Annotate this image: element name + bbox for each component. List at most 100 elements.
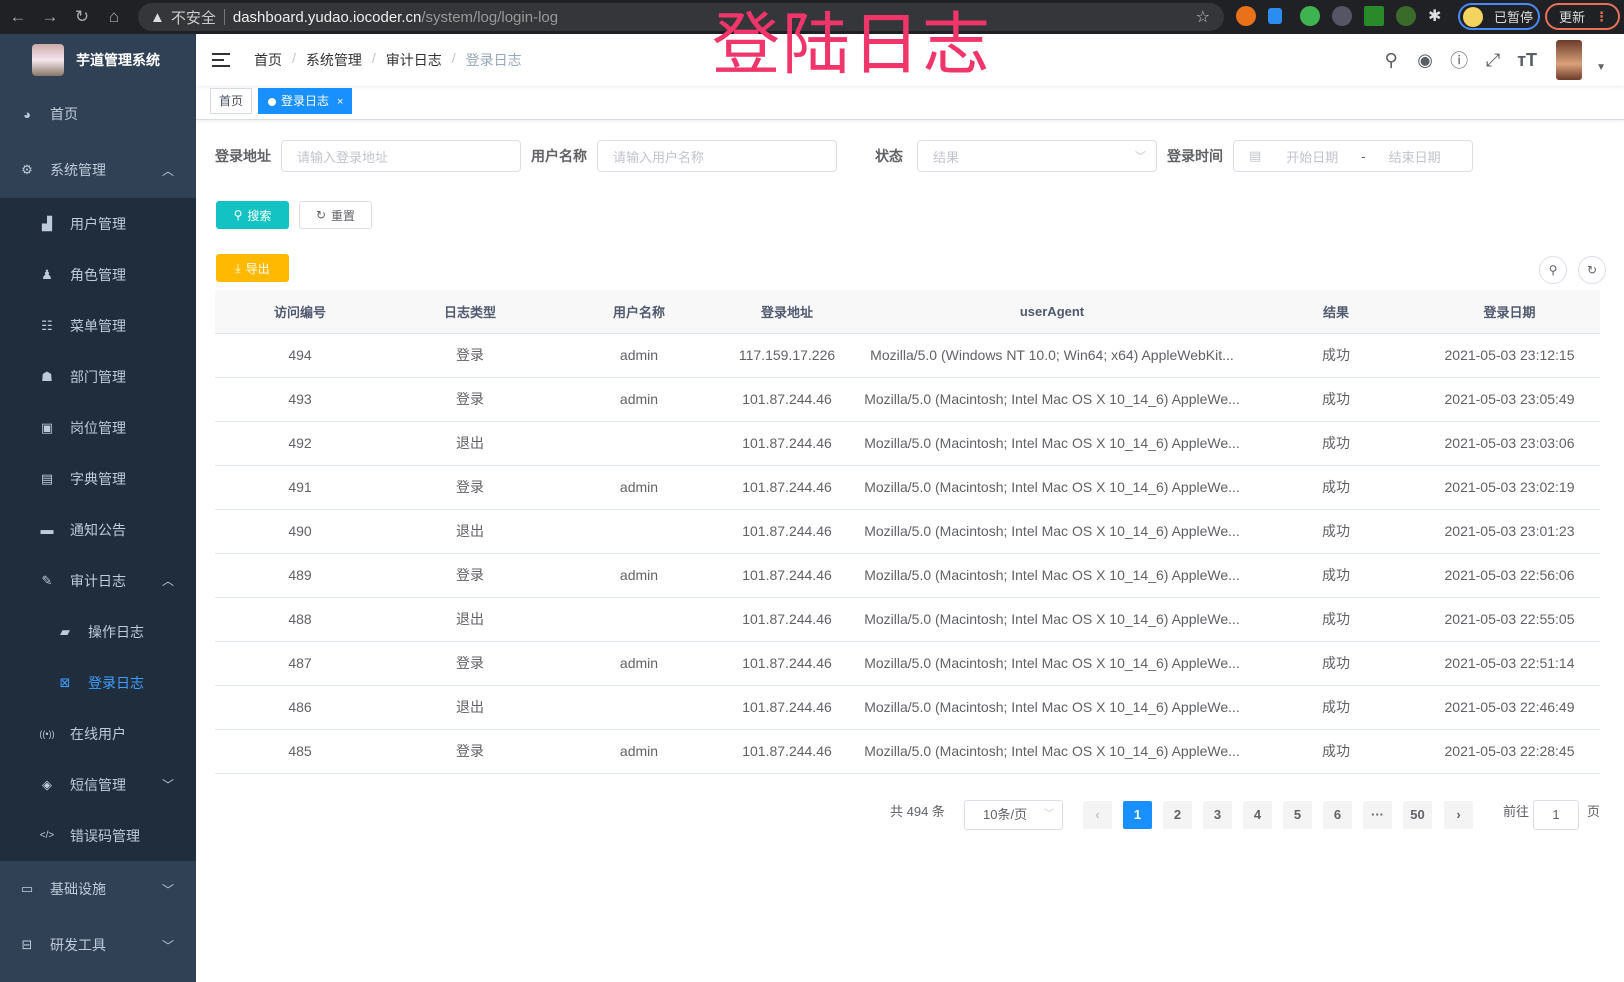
caret-down-icon[interactable]: ▼ xyxy=(1596,61,1606,73)
sidebar-item-dict[interactable]: ▤ 字典管理 xyxy=(0,453,196,504)
chevron-down-icon: ﹀ xyxy=(1135,151,1146,163)
sidebar-item-user[interactable]: ▟ 用户管理 xyxy=(0,198,196,249)
label: 在线用户 xyxy=(70,725,126,742)
column-header: 日志类型 xyxy=(385,290,555,334)
sidebar-item-sms[interactable]: ◈ 短信管理 ﹀ xyxy=(0,759,196,810)
table-cell xyxy=(555,509,723,554)
back-icon[interactable]: ← xyxy=(9,7,27,26)
extension-icon[interactable] xyxy=(1396,6,1416,26)
table-row[interactable]: 486 退出 101.87.244.46 Mozilla/5.0 (Macintosh… xyxy=(215,685,1600,730)
status-select[interactable]: 结果 ﹀ xyxy=(917,140,1157,172)
address-bar[interactable]: ▲ 不安全 dashboard.yudao.iocoder.cn/system/… xyxy=(138,3,1224,31)
sidebar-item-home[interactable]: ◕ 首页 xyxy=(0,86,196,142)
sidebar-item-notice[interactable]: ▬ 通知公告 xyxy=(0,504,196,555)
tag-home[interactable]: 首页 xyxy=(210,88,253,114)
page-button[interactable]: 2 xyxy=(1163,801,1192,829)
search-button[interactable]: ⚲ 搜索 xyxy=(216,201,289,229)
sidebar-item-menu[interactable]: ☷ 菜单管理 xyxy=(0,300,196,351)
logo[interactable]: 芋道管理系统 xyxy=(0,34,196,86)
start-date[interactable]: 开始日期 xyxy=(1286,149,1339,165)
goto-page-input[interactable]: 1 xyxy=(1533,800,1579,830)
placeholder: 请输入登录地址 xyxy=(297,149,389,165)
breadcrumb-item[interactable]: 首页 xyxy=(254,52,282,68)
table-cell: Mozilla/5.0 (Macintosh; Intel Mac OS X 1… xyxy=(851,377,1253,422)
home-icon[interactable]: ⌂ xyxy=(108,7,120,26)
github-icon[interactable]: ◉ xyxy=(1417,49,1433,70)
page-button[interactable]: 1 xyxy=(1123,801,1152,829)
export-button[interactable]: ⤓ 导出 xyxy=(216,254,289,282)
reload-icon[interactable]: ↻ xyxy=(74,7,90,26)
search-icon[interactable]: ⚲ xyxy=(1384,49,1398,70)
ip-input[interactable]: 请输入登录地址 xyxy=(281,140,521,172)
toggle-search-icon[interactable]: ⚲ xyxy=(1539,256,1567,284)
table-row[interactable]: 493 登录 admin 101.87.244.46 Mozilla/5.0 (Maci… xyxy=(215,377,1600,422)
prev-page-button[interactable]: ‹ xyxy=(1083,801,1112,829)
sidebar-item-infra[interactable]: ▭ 基础设施 ﹀ xyxy=(0,861,196,917)
puzzle-icon[interactable]: ✱ xyxy=(1428,8,1442,25)
table-cell: admin xyxy=(555,333,723,378)
forward-icon[interactable]: → xyxy=(41,7,59,26)
next-page-button[interactable]: › xyxy=(1444,801,1473,829)
close-icon[interactable]: × xyxy=(337,96,344,108)
extension-icon[interactable] xyxy=(1364,6,1384,26)
page-size-select[interactable]: 10条/页 ﹀ xyxy=(964,800,1063,830)
page-button[interactable]: 5 xyxy=(1283,801,1312,829)
table-row[interactable]: 489 登录 admin 101.87.244.46 Mozilla/5.0 (Maci… xyxy=(215,553,1600,598)
avatar[interactable] xyxy=(1556,40,1583,80)
table-cell: 2021-05-03 22:46:49 xyxy=(1419,685,1600,730)
sidebar-item-error-code[interactable]: </> 错误码管理 xyxy=(0,810,196,861)
table-row[interactable]: 487 登录 admin 101.87.244.46 Mozilla/5.0 (Maci… xyxy=(215,641,1600,686)
table-row[interactable]: 494 登录 admin 117.159.17.226 Mozilla/5.0 (Win… xyxy=(215,333,1600,378)
extension-icon[interactable] xyxy=(1236,6,1256,26)
table-row[interactable]: 491 登录 admin 101.87.244.46 Mozilla/5.0 (Maci… xyxy=(215,465,1600,510)
sidebar-item-tool[interactable]: ⊟ 研发工具 ﹀ xyxy=(0,917,196,973)
table-row[interactable]: 488 退出 101.87.244.46 Mozilla/5.0 (Macintosh… xyxy=(215,597,1600,642)
label: 重置 xyxy=(331,208,356,223)
fullscreen-icon[interactable]: ⤢ xyxy=(1485,49,1501,70)
table-row[interactable]: 490 退出 101.87.244.46 Mozilla/5.0 (Macintosh… xyxy=(215,509,1600,554)
refresh-icon[interactable]: ↻ xyxy=(1578,256,1606,284)
form-icon: ▰ xyxy=(60,623,70,639)
update-button[interactable]: 更新 ⋮ xyxy=(1545,3,1620,30)
page-button[interactable]: ··· xyxy=(1363,801,1392,829)
table-row[interactable]: 492 退出 101.87.244.46 Mozilla/5.0 (Macintosh… xyxy=(215,421,1600,466)
pagination-total: 共 494 条 xyxy=(890,804,945,819)
extension-icon[interactable] xyxy=(1268,8,1282,24)
reset-button[interactable]: ↻ 重置 xyxy=(299,201,372,229)
hamburger-icon[interactable] xyxy=(212,53,230,67)
sidebar-item-dept[interactable]: ☗ 部门管理 xyxy=(0,351,196,402)
extension-icon[interactable] xyxy=(1300,6,1320,26)
username-input[interactable]: 请输入用户名称 xyxy=(597,140,837,172)
end-date[interactable]: 结束日期 xyxy=(1388,149,1441,165)
tag-label: 登录日志 xyxy=(281,94,330,108)
tag-login-log[interactable]: 登录日志 × xyxy=(258,88,353,114)
table-cell: 486 xyxy=(215,685,385,730)
sidebar-item-post[interactable]: ▣ 岗位管理 xyxy=(0,402,196,453)
sidebar-item-system[interactable]: ⚙ 系统管理 ︿ xyxy=(0,142,196,198)
bookmark-star-icon[interactable]: ☆ xyxy=(1195,9,1210,26)
breadcrumb-item[interactable]: 审计日志 xyxy=(385,52,442,68)
page-button[interactable]: 50 xyxy=(1403,801,1432,829)
table-cell: 2021-05-03 22:28:45 xyxy=(1419,729,1600,774)
sidebar-item-login-log[interactable]: ⊠ 登录日志 xyxy=(0,657,196,708)
table-cell: 101.87.244.46 xyxy=(723,553,851,598)
question-icon[interactable]: ⓘ xyxy=(1450,51,1469,71)
table-row[interactable]: 485 登录 admin 101.87.244.46 Mozilla/5.0 (Maci… xyxy=(215,729,1600,774)
page-button[interactable]: 6 xyxy=(1323,801,1352,829)
extension-icon[interactable] xyxy=(1332,6,1352,26)
sidebar-item-operate-log[interactable]: ▰ 操作日志 xyxy=(0,606,196,657)
sidebar-item-audit-log[interactable]: ✎ 审计日志 ︿ xyxy=(0,555,196,606)
table-cell: 2021-05-03 22:51:14 xyxy=(1419,641,1600,686)
page-button[interactable]: 4 xyxy=(1243,801,1272,829)
breadcrumb-item[interactable]: 系统管理 xyxy=(305,52,362,68)
table-cell: 101.87.244.46 xyxy=(723,421,851,466)
font-size-icon[interactable]: тT xyxy=(1517,49,1537,70)
sidebar-item-online-user[interactable]: ((•)) 在线用户 xyxy=(0,708,196,759)
browser-toolbar: ← → ↻ ⌂ ▲ 不安全 dashboard.yudao.iocoder.cn… xyxy=(0,0,1624,34)
page-button[interactable]: 3 xyxy=(1203,801,1232,829)
sidebar-item-role[interactable]: ♟ 角色管理 xyxy=(0,249,196,300)
table-cell: 成功 xyxy=(1253,377,1419,422)
profile-button[interactable]: 已暂停 xyxy=(1458,3,1540,30)
table-cell: 登录 xyxy=(385,333,555,378)
date-range-picker[interactable]: ▤ 开始日期 - 结束日期 xyxy=(1233,140,1473,172)
